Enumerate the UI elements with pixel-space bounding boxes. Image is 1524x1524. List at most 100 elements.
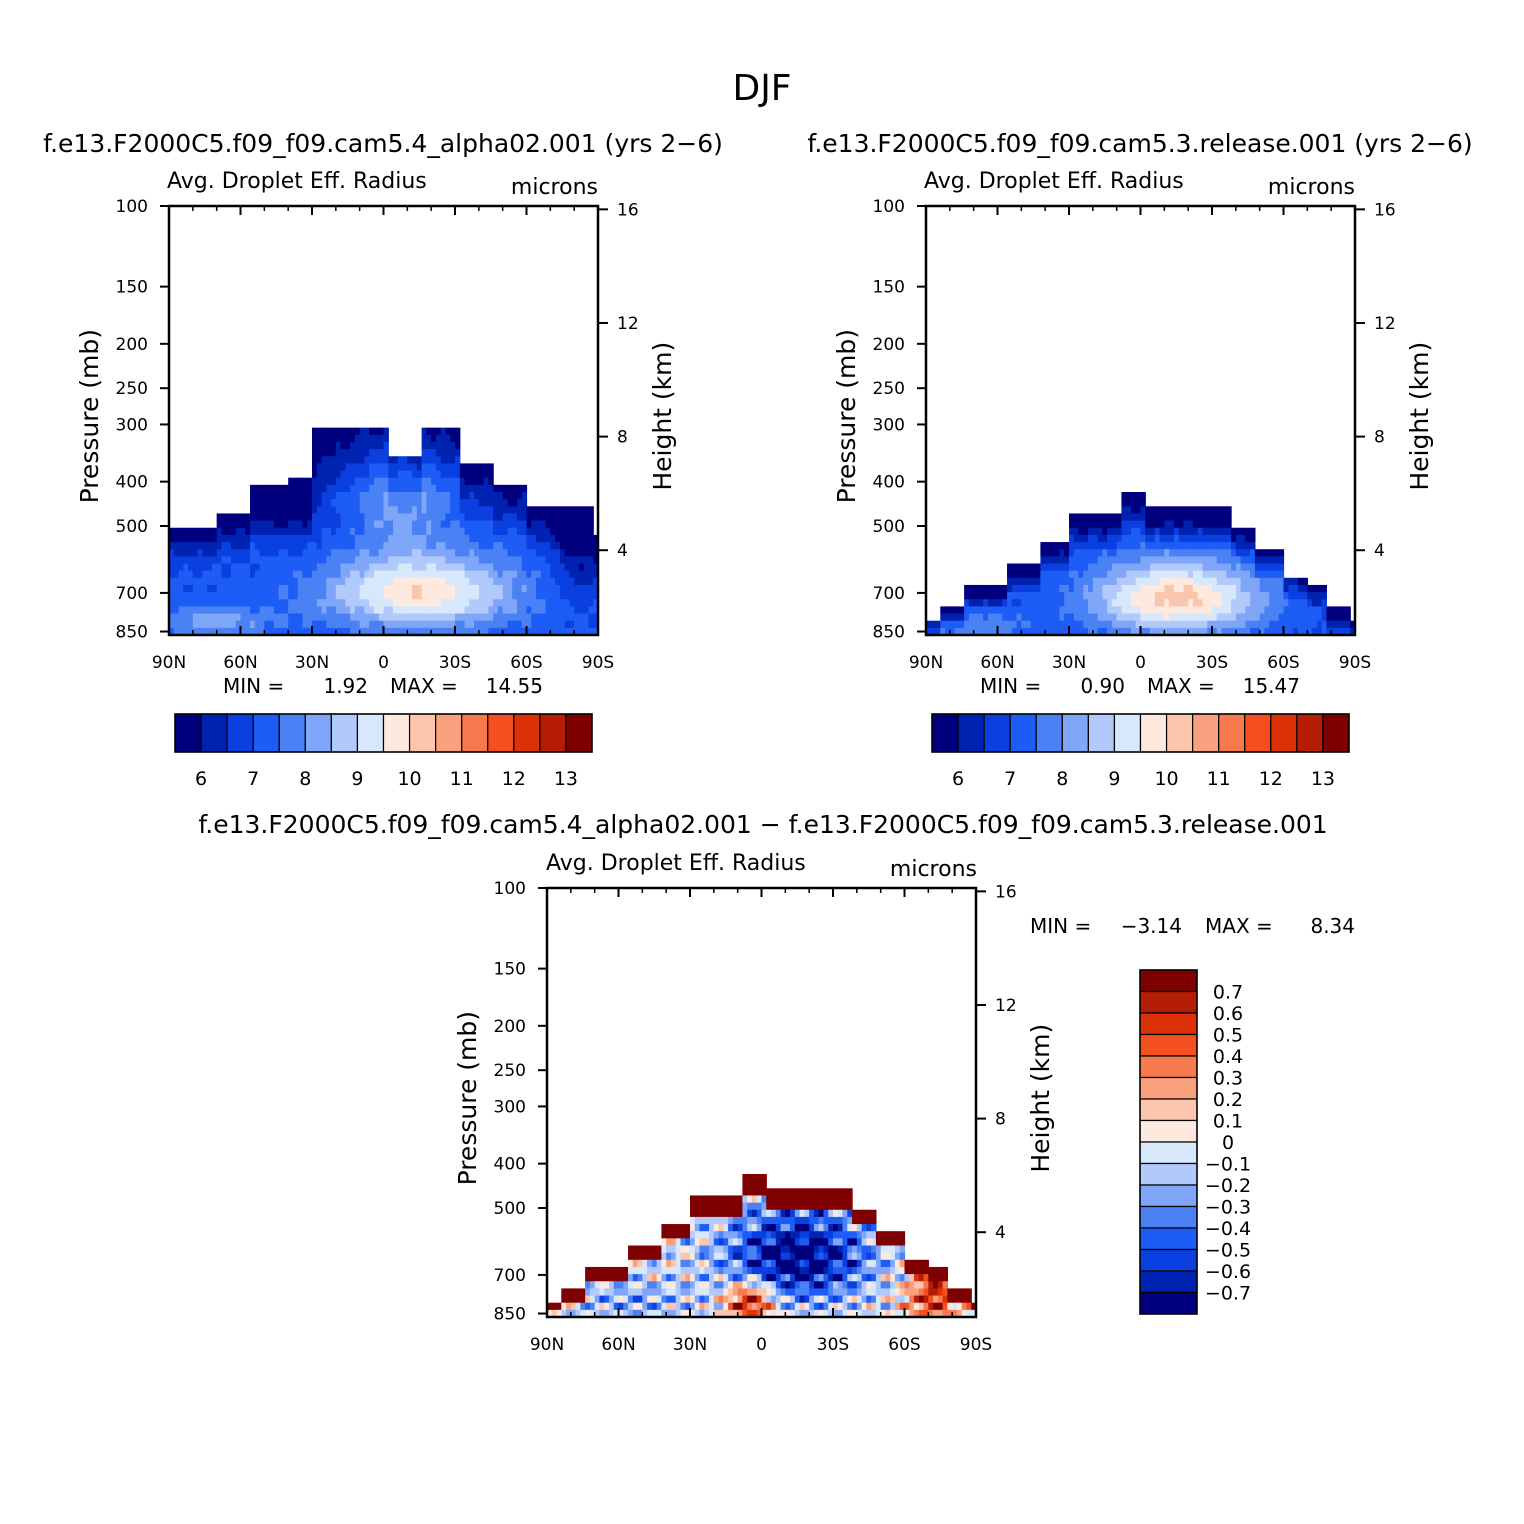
field-cell [393, 620, 399, 629]
field-cell [316, 599, 323, 607]
field-cell [771, 1274, 777, 1282]
field-cell [326, 570, 332, 579]
field-cell [488, 492, 494, 500]
field-cell [216, 592, 223, 600]
field-cell [536, 570, 542, 579]
field-cell [273, 627, 280, 636]
field-cell [1073, 549, 1080, 557]
field-cell [1078, 542, 1084, 550]
field-cell [445, 584, 451, 593]
field-cell [483, 592, 489, 600]
field-cell [690, 1259, 696, 1268]
field-cell [521, 492, 528, 500]
field-cell [169, 606, 175, 615]
colorbar-label: 0.1 [1213, 1111, 1243, 1133]
field-cell [526, 584, 532, 593]
field-cell [885, 1231, 891, 1239]
field-cell [1007, 563, 1013, 572]
field-cell [794, 1245, 801, 1254]
field-cell [709, 1231, 715, 1239]
field-cell [459, 477, 466, 486]
field-cell [516, 556, 523, 565]
field-cell [723, 1209, 729, 1218]
field-cell [1107, 549, 1113, 557]
field-cell [1178, 577, 1184, 586]
field-cell [364, 570, 370, 579]
field-cell [699, 1288, 705, 1297]
field-cell [297, 563, 304, 572]
field-cell [828, 1195, 834, 1204]
field-cell [813, 1231, 820, 1239]
field-cell [459, 584, 466, 593]
field-cell [354, 456, 361, 464]
field-cell [1030, 570, 1037, 579]
field-cell [926, 620, 932, 629]
field-cell [221, 570, 227, 579]
field-cell [1073, 606, 1080, 615]
field-cell [307, 477, 313, 486]
field-cell [837, 1302, 844, 1311]
field-cell [1283, 599, 1289, 607]
field-cell [183, 527, 189, 536]
field-cell [440, 584, 447, 593]
field-cell [1226, 513, 1232, 522]
field-cell [1250, 613, 1256, 622]
field-cell [459, 513, 466, 522]
field-cell [761, 1202, 767, 1211]
field-cell [737, 1259, 744, 1268]
field-cell [555, 506, 561, 515]
field-cell [192, 613, 199, 622]
field-cell [718, 1295, 724, 1304]
y-axis-title: Pressure (mb) [453, 1011, 482, 1185]
field-cell [823, 1259, 829, 1268]
field-cell [866, 1231, 872, 1239]
field-cell [1088, 584, 1094, 593]
field-cell [847, 1195, 853, 1204]
field-cell [326, 606, 332, 615]
field-cell [1188, 620, 1194, 629]
field-cell [221, 577, 227, 586]
field-cell [240, 556, 246, 565]
field-cell [1207, 620, 1213, 629]
field-cell [593, 613, 599, 622]
field-cell [416, 463, 423, 472]
field-cell [856, 1224, 863, 1232]
field-cell [866, 1266, 872, 1275]
field-cell [1159, 513, 1165, 522]
field-cell [507, 592, 513, 600]
field-cell [761, 1238, 767, 1247]
field-cell [785, 1281, 791, 1289]
field-cell [723, 1302, 729, 1311]
field-cell [1235, 627, 1242, 636]
colorbar-label: 6 [952, 768, 964, 790]
field-cell [794, 1209, 801, 1218]
field-cell [412, 577, 418, 586]
field-cell [250, 513, 256, 522]
field-cell [1293, 592, 1299, 600]
field-cell [440, 542, 447, 550]
field-cell [340, 492, 346, 500]
field-cell [1073, 613, 1080, 622]
field-cell [335, 527, 342, 536]
field-cell [1321, 584, 1327, 593]
field-cell [1007, 613, 1013, 622]
field-cell [818, 1209, 825, 1218]
field-cell [894, 1295, 901, 1304]
field-cell [350, 570, 356, 579]
field-cell [709, 1309, 715, 1318]
field-cell [690, 1274, 696, 1282]
field-cell [588, 592, 594, 600]
field-cell [559, 613, 566, 622]
field-cell [302, 549, 308, 557]
field-cell [416, 470, 423, 479]
field-cell [1297, 599, 1304, 607]
field-cell [751, 1224, 758, 1232]
field-cell [345, 534, 351, 543]
field-cell [388, 577, 394, 586]
field-cell [493, 577, 499, 586]
field-cell [369, 563, 375, 572]
field-cell [254, 620, 261, 629]
field-cell [207, 542, 213, 550]
field-cell [973, 592, 980, 600]
field-cell [474, 577, 480, 586]
